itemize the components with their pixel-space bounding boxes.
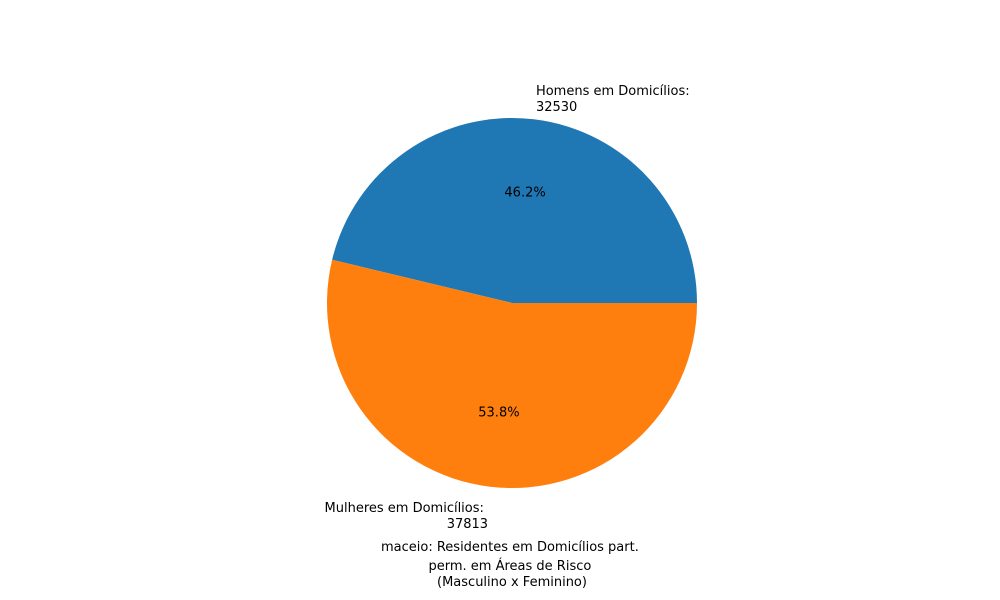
- slice-label-homens-value: 32530: [536, 100, 577, 115]
- pie-slice-homens: [332, 118, 697, 303]
- slice-label-homens-name: Homens em Domicílios:: [536, 84, 690, 99]
- pie-slice-mulheres: [327, 259, 697, 489]
- percent-label-homens: 46.2%: [504, 185, 545, 200]
- slice-label-mulheres-value: 37813: [447, 517, 488, 532]
- slice-label-homens: Homens em Domicílios: 32530: [536, 84, 694, 115]
- chart-title-line-2: perm. em Áreas de Risco: [429, 558, 592, 574]
- slice-label-mulheres: Mulheres em Domicílios: 37813: [325, 501, 489, 532]
- chart-title-line-1: maceio: Residentes em Domicílios part.: [381, 540, 639, 555]
- chart-title-line-3: (Masculino x Feminino): [437, 575, 587, 590]
- chart-title: maceio: Residentes em Domicílios part. p…: [381, 540, 643, 590]
- slice-label-mulheres-name: Mulheres em Domicílios:: [325, 501, 484, 516]
- percent-label-mulheres: 53.8%: [478, 406, 519, 421]
